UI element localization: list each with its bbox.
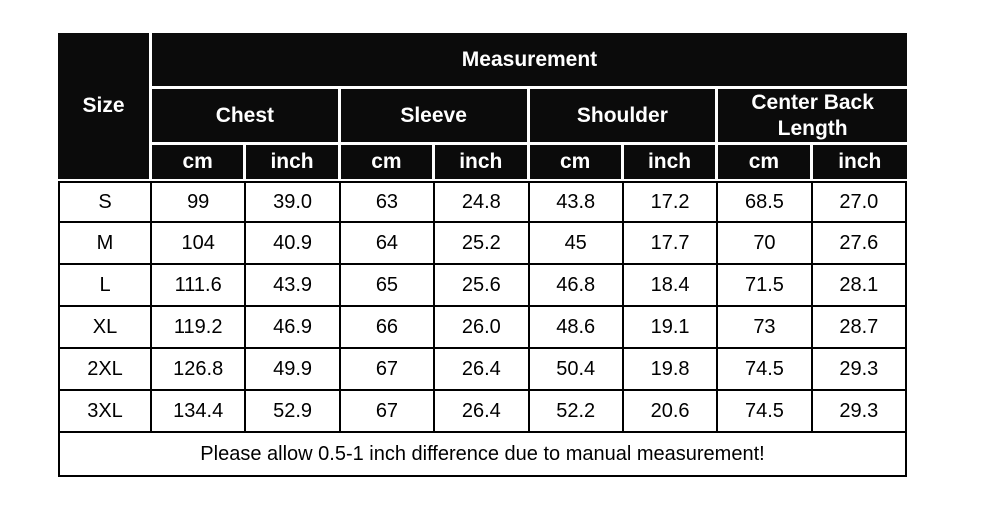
size-column-header: Size xyxy=(58,33,152,181)
measurement-cell: 18.4 xyxy=(623,265,719,307)
measurement-cell: 71.5 xyxy=(718,265,813,307)
table-row: S 99 39.0 63 24.8 43.8 17.2 68.5 27.0 xyxy=(58,181,907,223)
measurement-cell: 50.4 xyxy=(529,349,624,391)
unit-header-cm: cm xyxy=(529,145,624,181)
measurement-cell: 43.8 xyxy=(529,181,624,223)
measurement-cell: 68.5 xyxy=(718,181,813,223)
measurement-cell: 28.1 xyxy=(812,265,907,307)
table-row: 3XL 134.4 52.9 67 26.4 52.2 20.6 74.5 29.3 xyxy=(58,391,907,433)
measurement-cell: 43.9 xyxy=(246,265,341,307)
measurement-cell: 17.7 xyxy=(623,223,719,265)
measurement-cell: 99 xyxy=(152,181,247,223)
measurement-cell: 67 xyxy=(340,349,436,391)
measurement-cell: 24.8 xyxy=(435,181,530,223)
header-row-measurement: Size Measurement xyxy=(58,33,907,181)
measurement-cell: 70 xyxy=(718,223,813,265)
table-row: 2XL 126.8 49.9 67 26.4 50.4 19.8 74.5 29.3 xyxy=(58,349,907,391)
measurement-cell: 29.3 xyxy=(812,349,907,391)
measurement-cell: 26.4 xyxy=(435,391,530,433)
size-cell: M xyxy=(58,223,152,265)
header-row-groups: Chest Sleeve Shoulder Center Back Length xyxy=(58,89,907,145)
footnote: Please allow 0.5-1 inch difference due t… xyxy=(58,433,907,477)
measurement-cell: 40.9 xyxy=(246,223,341,265)
table-row: XL 119.2 46.9 66 26.0 48.6 19.1 73 28.7 xyxy=(58,307,907,349)
table-footer: Please allow 0.5-1 inch difference due t… xyxy=(58,433,907,477)
table-row: L 111.6 43.9 65 25.6 46.8 18.4 71.5 28.1 xyxy=(58,265,907,307)
measurement-cell: 49.9 xyxy=(246,349,341,391)
measurement-cell: 74.5 xyxy=(718,391,813,433)
group-header-chest: Chest xyxy=(152,89,341,145)
measurement-cell: 65 xyxy=(340,265,436,307)
measurement-cell: 74.5 xyxy=(718,349,813,391)
measurement-cell: 39.0 xyxy=(246,181,341,223)
measurement-cell: 104 xyxy=(152,223,247,265)
measurement-cell: 48.6 xyxy=(529,307,624,349)
unit-header-cm: cm xyxy=(340,145,436,181)
measurement-cell: 67 xyxy=(340,391,436,433)
group-header-sleeve: Sleeve xyxy=(340,89,530,145)
measurement-cell: 52.9 xyxy=(246,391,341,433)
measurement-cell: 46.9 xyxy=(246,307,341,349)
size-chart-table: Size Measurement Chest Sleeve Shoulder C… xyxy=(58,33,907,477)
measurement-cell: 46.8 xyxy=(529,265,624,307)
measurement-header: Measurement xyxy=(152,33,907,89)
measurement-cell: 19.1 xyxy=(623,307,719,349)
unit-header-cm: cm xyxy=(718,145,813,181)
measurement-cell: 17.2 xyxy=(623,181,719,223)
measurement-cell: 126.8 xyxy=(152,349,247,391)
measurement-cell: 73 xyxy=(718,307,813,349)
measurement-cell: 27.6 xyxy=(812,223,907,265)
size-cell: 2XL xyxy=(58,349,152,391)
measurement-cell: 26.4 xyxy=(435,349,530,391)
measurement-cell: 52.2 xyxy=(529,391,624,433)
measurement-cell: 25.6 xyxy=(435,265,530,307)
group-header-center-back-length: Center Back Length xyxy=(718,89,907,145)
measurement-cell: 64 xyxy=(340,223,436,265)
measurement-cell: 20.6 xyxy=(623,391,719,433)
measurement-cell: 111.6 xyxy=(152,265,247,307)
header-row-units: cm inch cm inch cm inch cm inch xyxy=(58,145,907,181)
measurement-cell: 134.4 xyxy=(152,391,247,433)
measurement-cell: 29.3 xyxy=(812,391,907,433)
size-cell: L xyxy=(58,265,152,307)
unit-header-inch: inch xyxy=(435,145,530,181)
table-body: S 99 39.0 63 24.8 43.8 17.2 68.5 27.0 M 104 40.9 64 2… xyxy=(58,181,907,433)
measurement-cell: 63 xyxy=(340,181,436,223)
measurement-cell: 119.2 xyxy=(152,307,247,349)
group-header-shoulder: Shoulder xyxy=(529,89,719,145)
unit-header-inch: inch xyxy=(246,145,341,181)
unit-header-inch: inch xyxy=(623,145,719,181)
measurement-cell: 28.7 xyxy=(812,307,907,349)
measurement-cell: 45 xyxy=(529,223,624,265)
measurement-cell: 25.2 xyxy=(435,223,530,265)
table-header: Size Measurement Chest Sleeve Shoulder C… xyxy=(58,33,907,181)
unit-header-cm: cm xyxy=(152,145,247,181)
table-row: M 104 40.9 64 25.2 45 17.7 70 27.6 xyxy=(58,223,907,265)
size-cell: 3XL xyxy=(58,391,152,433)
measurement-cell: 26.0 xyxy=(435,307,530,349)
measurement-cell: 19.8 xyxy=(623,349,719,391)
footnote-row: Please allow 0.5-1 inch difference due t… xyxy=(58,433,907,477)
measurement-cell: 66 xyxy=(340,307,436,349)
unit-header-inch: inch xyxy=(812,145,907,181)
size-cell: S xyxy=(58,181,152,223)
size-cell: XL xyxy=(58,307,152,349)
measurement-cell: 27.0 xyxy=(812,181,907,223)
